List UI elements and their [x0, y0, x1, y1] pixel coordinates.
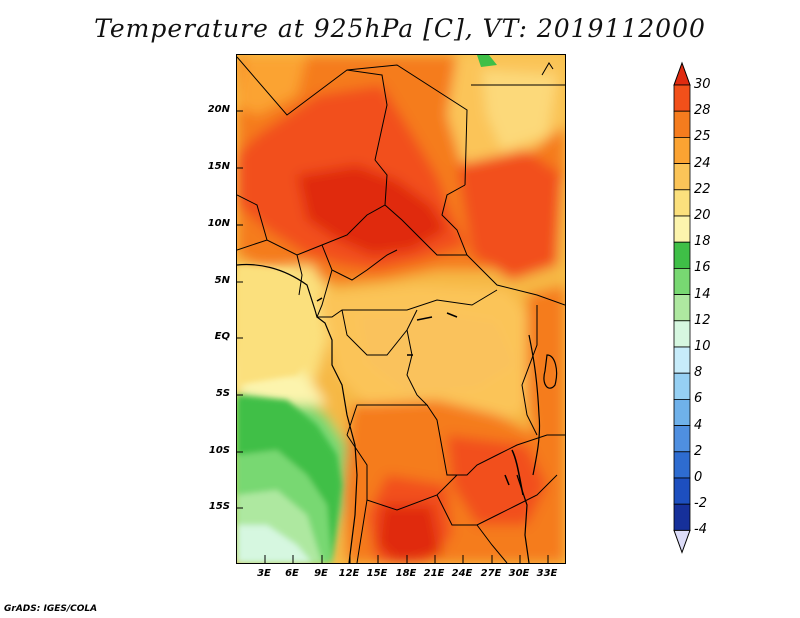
lon-label: 27E [480, 568, 502, 579]
country-borders [237, 56, 565, 563]
colorbar-swatch [673, 451, 691, 479]
colorbar-label: 16 [694, 260, 711, 276]
colorbar-bottom-arrow [673, 529, 691, 554]
lon-label: 6E [285, 568, 299, 579]
colorbar-label: 6 [694, 391, 703, 407]
colorbar-swatch [673, 294, 691, 322]
colorbar-label: 24 [694, 155, 711, 171]
colorbar-swatch [673, 477, 691, 505]
colorbar-swatch [673, 320, 691, 348]
colorbar-swatch [673, 346, 691, 374]
colorbar-label: 18 [694, 234, 711, 250]
lat-label: 5N [214, 275, 230, 286]
lon-label: 21E [423, 568, 445, 579]
colorbar-label: 4 [694, 417, 703, 433]
colorbar-swatch [673, 398, 691, 426]
colorbar [673, 61, 691, 554]
lat-label: 10S [208, 445, 230, 456]
lon-label: 24E [451, 568, 473, 579]
lon-label: 9E [314, 568, 328, 579]
colorbar-swatch [673, 241, 691, 269]
colorbar-label: 28 [694, 103, 711, 119]
colorbar-swatch [673, 215, 691, 243]
map-title: Temperature at 925hPa [C], VT: 201911200… [94, 14, 706, 43]
coast-sinai [541, 62, 554, 76]
lon-label: 30E [508, 568, 530, 579]
colorbar-top-arrow [673, 61, 691, 86]
colorbar-swatch [673, 503, 691, 531]
lakes [316, 297, 524, 496]
colorbar-swatch [673, 137, 691, 165]
colorbar-swatch [673, 425, 691, 453]
lat-label: 15S [208, 501, 230, 512]
colorbar-label: 30 [694, 77, 711, 92]
temperature-map[interactable] [236, 54, 566, 564]
lon-label: 15E [366, 568, 388, 579]
grads-credit: GrADS: IGES/COLA [4, 604, 98, 614]
colorbar-label: -2 [694, 496, 707, 512]
colorbar-swatch [673, 372, 691, 400]
colorbar-label: 20 [694, 208, 711, 223]
lat-label: 5S [215, 388, 230, 399]
ocean-cool-layers [237, 265, 342, 563]
lon-label: 33E [536, 568, 558, 579]
colorbar-label: 2 [694, 443, 703, 459]
colorbar-label: 10 [694, 339, 711, 354]
green-patch-north [477, 55, 497, 67]
lat-label: EQ [214, 331, 230, 342]
colorbar-swatch [673, 84, 691, 112]
colorbar-label: 0 [694, 470, 703, 485]
colorbar-swatch [673, 267, 691, 295]
colorbar-swatch [673, 110, 691, 138]
colorbar-swatch [673, 189, 691, 217]
map-ticks [237, 110, 549, 563]
lat-label: 10N [207, 218, 230, 229]
lat-label: 15N [207, 161, 230, 172]
lat-label: 20N [207, 104, 230, 115]
colorbar-label: -4 [694, 522, 707, 538]
lon-label: 18E [395, 568, 417, 579]
colorbar-label: 22 [694, 181, 711, 197]
colorbar-label: 14 [694, 286, 711, 302]
colorbar-label: 25 [694, 129, 711, 145]
colorbar-label: 12 [694, 312, 711, 328]
colorbar-swatch [673, 163, 691, 191]
lon-label: 12E [338, 568, 360, 579]
lon-label: 3E [257, 568, 271, 579]
coastline [237, 263, 558, 563]
colorbar-label: 8 [694, 365, 703, 381]
